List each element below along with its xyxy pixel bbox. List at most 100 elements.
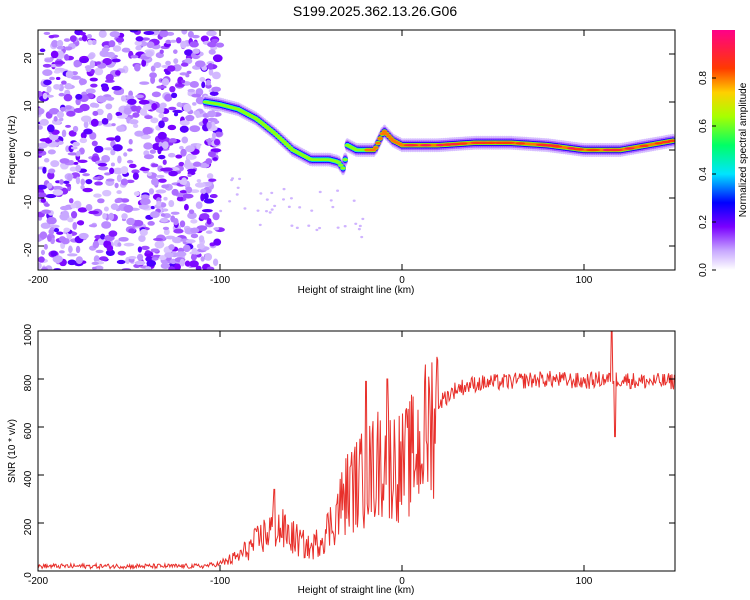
spectrogram-cell <box>114 199 123 203</box>
spectrogram-cell <box>208 49 216 55</box>
spectrogram-cell <box>159 102 167 109</box>
spectrogram-cell <box>196 178 202 183</box>
spectrogram-cell <box>207 41 218 48</box>
spectrogram-cell <box>138 234 146 242</box>
spectrogram-cell <box>127 255 137 260</box>
spectrogram-cell <box>134 40 142 46</box>
spectrogram-cell <box>50 143 59 147</box>
spectrogram-cell <box>60 205 70 211</box>
spectrogram-cell <box>161 184 170 189</box>
spectrogram-ridge-peak <box>496 141 515 144</box>
spectrogram-cell <box>194 182 206 188</box>
spectrogram-cell <box>160 167 171 172</box>
spectrogram-cell <box>53 83 61 90</box>
spectrogram-cell <box>89 60 96 69</box>
spectrogram-cell <box>151 163 159 168</box>
spectrogram-cell <box>205 158 213 165</box>
spectrogram-ridge-cell <box>372 146 379 150</box>
spectrogram-cell <box>150 248 160 253</box>
spectrogram-cell <box>50 160 60 168</box>
colorbar-gradient <box>712 30 735 270</box>
spectrogram-cell <box>73 161 79 165</box>
spectrogram-cell <box>50 50 59 59</box>
spectrogram-cell <box>200 256 205 262</box>
spectrogram-cell <box>206 121 212 130</box>
spectrogram-cell <box>59 107 67 112</box>
spectrogram-cell <box>46 124 55 133</box>
spectrogram-cell <box>40 222 51 229</box>
spectrogram-cell <box>64 82 73 90</box>
spectrogram-cell <box>96 95 107 103</box>
spectrogram-cell <box>77 159 88 164</box>
spectrogram-cell <box>208 68 214 76</box>
spectrogram-ridge-cell <box>370 148 377 152</box>
spectrogram-cell <box>133 219 144 227</box>
spectrogram-cell <box>158 120 165 129</box>
chart-title: S199.2025.362.13.26.G06 <box>293 3 457 19</box>
spectrogram-cell <box>318 226 322 230</box>
spectrogram-ridge-cell <box>383 132 390 136</box>
spectrogram-cell <box>172 109 183 114</box>
spectrogram-cell <box>104 96 115 101</box>
spectrogram-ridge-peak <box>515 142 526 145</box>
spectrogram-cell <box>98 30 107 38</box>
spectrogram-cell <box>128 228 135 234</box>
spectrogram-cell <box>67 217 74 223</box>
spectrogram-cell <box>89 77 98 82</box>
spectrogram-cell <box>139 81 150 85</box>
spectrogram-cell <box>75 176 81 185</box>
spectrogram-cell <box>150 205 155 210</box>
spectrogram-cell <box>132 123 139 128</box>
spectrogram-cell <box>75 93 83 100</box>
spectrogram-cell <box>92 110 99 116</box>
spectrogram-cell <box>47 149 56 155</box>
spectrogram-cell <box>213 227 220 231</box>
spectrogram-cell <box>43 243 48 250</box>
spectrogram-ridge-cell <box>335 161 342 164</box>
spectrogram-cell <box>108 212 115 221</box>
spectrogram-cell <box>44 203 50 207</box>
spectrogram-cell <box>163 228 170 236</box>
spectrogram-cell <box>210 121 216 130</box>
spectrogram-cell <box>97 198 105 204</box>
spectrogram-cell <box>43 158 50 163</box>
spectrogram-cell <box>61 80 67 85</box>
spectrogram-cell <box>198 235 205 243</box>
spectrogram-cell <box>97 162 108 167</box>
spectrogram-cell <box>108 230 118 237</box>
spectrogram-cell <box>161 64 170 68</box>
spectrogram-cell <box>143 142 153 150</box>
spectrogram-cell <box>85 65 92 72</box>
spectrogram-cell <box>191 247 198 255</box>
colorbar-ticks: 0.0 0.2 0.4 0.6 0.8 <box>698 71 716 277</box>
spectrogram-cell <box>185 73 190 78</box>
spectrogram-cell <box>187 211 197 220</box>
spectrogram-cell <box>357 227 361 231</box>
spectrogram-cell <box>185 239 196 244</box>
spectrogram-cell <box>50 250 58 257</box>
spectrogram-cell <box>92 176 100 180</box>
spectrogram-cell <box>77 207 88 213</box>
spectrogram-x-label: Height of straight line (km) <box>298 285 415 296</box>
spectrogram-cell <box>42 69 53 77</box>
spectrogram-cell <box>134 63 141 72</box>
spectrogram-cell <box>205 230 213 234</box>
spectrogram-cell <box>116 259 126 265</box>
spectrogram-ridge-cell <box>386 134 392 138</box>
spectrogram-cell <box>88 224 97 228</box>
spectrogram-cell <box>91 261 99 266</box>
spectrogram-cell <box>180 40 187 49</box>
spectrogram-cell <box>94 181 103 186</box>
spectrogram-cell <box>180 148 187 157</box>
spectrogram-cell <box>38 192 47 198</box>
spectrogram-cell <box>115 70 121 76</box>
spectrogram-cell <box>65 70 74 79</box>
spectrogram-cell <box>106 112 113 121</box>
spectrogram-cell <box>110 203 119 210</box>
spectrogram-cell <box>63 180 70 184</box>
spectrogram-cell <box>46 182 53 189</box>
spectrogram-cell <box>212 212 220 221</box>
spectrogram-cell <box>38 142 49 149</box>
spectrogram-cell <box>159 30 169 38</box>
